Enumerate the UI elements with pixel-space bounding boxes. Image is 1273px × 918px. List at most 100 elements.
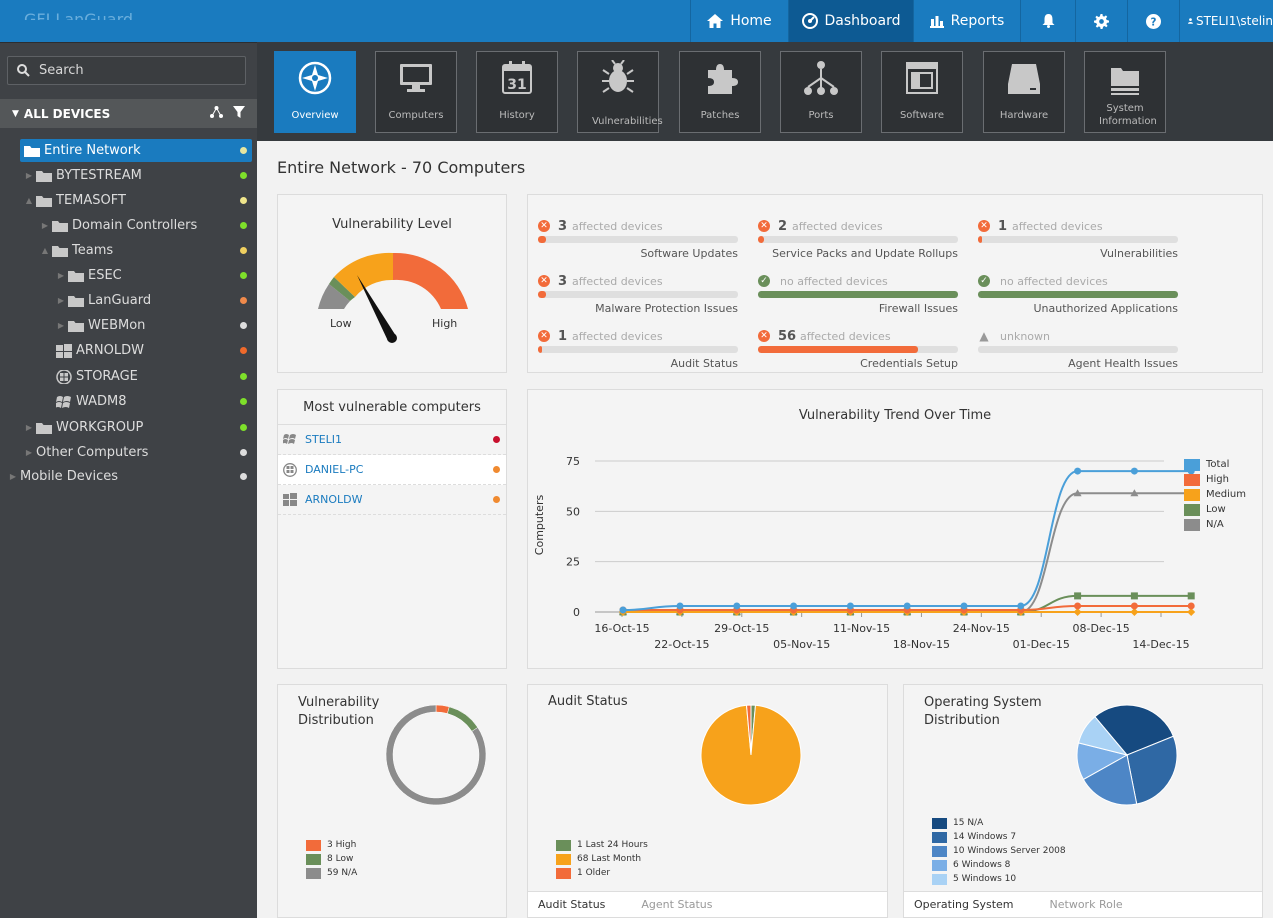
expand-arrow-icon[interactable]: ▶ xyxy=(57,271,65,280)
legend-item[interactable]: 59 N/A xyxy=(306,866,357,880)
pie-slice[interactable] xyxy=(385,704,487,806)
tab-computers[interactable]: Computers xyxy=(375,51,457,133)
legend-item[interactable]: 10 Windows Server 2008 xyxy=(932,844,1066,858)
tab-network-role[interactable]: Network Role xyxy=(1049,898,1123,911)
tab-ports[interactable]: Ports xyxy=(780,51,862,133)
tree-item-languard[interactable]: ▶ LanGuard xyxy=(54,289,252,312)
status-firewall-issues[interactable]: ✓ no affected devices Firewall Issues xyxy=(758,274,958,324)
severity-dot xyxy=(493,466,500,473)
tab-system-information[interactable]: System Information xyxy=(1084,51,1166,133)
settings-button[interactable] xyxy=(1075,0,1127,42)
affected-text: affected devices xyxy=(1012,220,1103,233)
legend-item[interactable]: 1 Last 24 Hours xyxy=(556,838,648,852)
tab-history[interactable]: 31 History xyxy=(476,51,558,133)
user-menu[interactable]: STELI1\stelin xyxy=(1179,0,1273,42)
gauge-pivot xyxy=(387,333,397,343)
expand-arrow-icon[interactable]: ▶ xyxy=(41,221,49,230)
computer-name[interactable]: DANIEL-PC xyxy=(305,463,364,476)
tree-item-teams[interactable]: ▲ Teams xyxy=(38,239,252,262)
status-software-updates[interactable]: ✕ 3 affected devices Software Updates xyxy=(538,219,738,269)
nav-home[interactable]: Home xyxy=(690,0,788,42)
vulnerable-computer-row[interactable]: STELI1 xyxy=(278,425,506,455)
nav-dashboard[interactable]: Dashboard xyxy=(788,0,913,42)
tree-item-esec[interactable]: ▶ ESEC xyxy=(54,264,252,287)
computer-name[interactable]: STELI1 xyxy=(305,433,343,446)
tab-patches[interactable]: Patches xyxy=(679,51,761,133)
tree-item-entire-network[interactable]: Entire Network xyxy=(20,139,252,162)
status-service-packs-and-update-rollups[interactable]: ✕ 2 affected devices Service Packs and Upda… xyxy=(758,219,958,269)
pie-slice[interactable] xyxy=(435,704,450,714)
legend-item[interactable]: 8 Low xyxy=(306,852,357,866)
pie-slice[interactable] xyxy=(745,704,752,756)
tree-item-arnoldw[interactable]: ARNOLDW xyxy=(42,339,252,362)
help-button[interactable]: ? xyxy=(1127,0,1179,42)
status-bar xyxy=(538,291,738,298)
pie-slice[interactable] xyxy=(1077,715,1129,756)
tab-label: Software xyxy=(899,110,945,121)
gauge-low-segment xyxy=(329,277,355,301)
software-icon xyxy=(906,62,938,94)
vulnerable-computer-row[interactable]: DANIEL-PC xyxy=(278,455,506,485)
legend-item[interactable]: Medium xyxy=(1184,487,1246,502)
tab-overview[interactable]: Overview xyxy=(274,51,356,133)
tab-software[interactable]: Software xyxy=(881,51,963,133)
legend-item[interactable]: 6 Windows 8 xyxy=(932,858,1066,872)
pie-slice[interactable] xyxy=(1126,735,1178,805)
pie-slice[interactable] xyxy=(1082,754,1138,806)
tab-operating-system[interactable]: Operating System xyxy=(914,898,1014,911)
vulnerable-computer-row[interactable]: ARNOLDW xyxy=(278,485,506,515)
expand-arrow-icon[interactable]: ▶ xyxy=(25,423,33,432)
legend-item[interactable]: 5 Windows 10 xyxy=(932,872,1066,886)
legend-item[interactable]: 3 High xyxy=(306,838,357,852)
tree-item-mobile-devices[interactable]: ▶ Mobile Devices xyxy=(6,465,252,488)
all-devices-header[interactable]: ▼ ALL DEVICES xyxy=(0,99,257,128)
nav-reports[interactable]: Reports xyxy=(913,0,1020,42)
tree-item-bytestream[interactable]: ▶ BYTESTREAM xyxy=(22,164,252,187)
tree-item-label: STORAGE xyxy=(76,369,138,384)
tree-item-other-computers[interactable]: ▶ Other Computers xyxy=(22,441,252,464)
tab-hardware[interactable]: Hardware xyxy=(983,51,1065,133)
status-agent-health-issues[interactable]: ▲ unknown Agent Health Issues xyxy=(978,329,1178,379)
tab-agent-status[interactable]: Agent Status xyxy=(641,898,713,911)
search-input[interactable] xyxy=(39,63,229,78)
tree-item-webmon[interactable]: ▶ WEBMon xyxy=(54,314,252,337)
legend-item[interactable]: 15 N/A xyxy=(932,816,1066,830)
tree-item-wadm8[interactable]: WADM8 xyxy=(42,390,252,413)
status-malware-protection-issues[interactable]: ✕ 3 affected devices Malware Protection Iss… xyxy=(538,274,738,324)
legend-swatch xyxy=(306,867,321,879)
collapse-arrow-icon[interactable]: ▲ xyxy=(41,246,49,255)
status-audit-status[interactable]: ✕ 1 affected devices Audit Status xyxy=(538,329,738,379)
notifications-button[interactable] xyxy=(1020,0,1075,42)
expand-arrow-icon[interactable]: ▶ xyxy=(57,321,65,330)
network-view-icon[interactable] xyxy=(210,106,223,118)
expand-arrow-icon[interactable]: ▶ xyxy=(9,472,17,481)
expand-arrow-icon[interactable]: ▶ xyxy=(57,296,65,305)
legend-item[interactable]: Total xyxy=(1184,457,1246,472)
legend-item[interactable]: 68 Last Month xyxy=(556,852,648,866)
legend-item[interactable]: 14 Windows 7 xyxy=(932,830,1066,844)
expand-arrow-icon[interactable]: ▶ xyxy=(25,448,33,457)
pie-slice[interactable] xyxy=(447,706,479,732)
legend-item[interactable]: 1 Older xyxy=(556,866,648,880)
legend-item[interactable]: N/A xyxy=(1184,517,1246,532)
filter-icon[interactable] xyxy=(233,106,245,118)
tree-item-storage[interactable]: STORAGE xyxy=(42,365,252,388)
tab-vulnerabilities[interactable]: Vulnerabilities xyxy=(577,51,663,133)
status-bar xyxy=(978,346,1178,353)
tree-item-temasoft[interactable]: ▲ TEMASOFT xyxy=(22,189,252,212)
tab-audit-status[interactable]: Audit Status xyxy=(538,898,606,911)
computer-name[interactable]: ARNOLDW xyxy=(305,493,363,506)
pie-slice[interactable] xyxy=(700,704,802,806)
status-credentials-setup[interactable]: ✕ 56 affected devices Credentials Setup xyxy=(758,329,958,379)
status-vulnerabilities[interactable]: ✕ 1 affected devices Vulnerabilities xyxy=(978,219,1178,269)
legend-item[interactable]: High xyxy=(1184,472,1246,487)
legend-item[interactable]: Low xyxy=(1184,502,1246,517)
search-box[interactable] xyxy=(7,56,246,85)
status-unauthorized-applications[interactable]: ✓ no affected devices Unauthorized Applica… xyxy=(978,274,1178,324)
pie-slice[interactable] xyxy=(1094,704,1175,756)
expand-arrow-icon[interactable]: ▶ xyxy=(25,171,33,180)
tree-item-domain-controllers[interactable]: ▶ Domain Controllers xyxy=(38,214,252,237)
nav-reports-label: Reports xyxy=(950,13,1005,29)
collapse-arrow-icon[interactable]: ▲ xyxy=(25,196,33,205)
tree-item-workgroup[interactable]: ▶ WORKGROUP xyxy=(22,416,252,439)
